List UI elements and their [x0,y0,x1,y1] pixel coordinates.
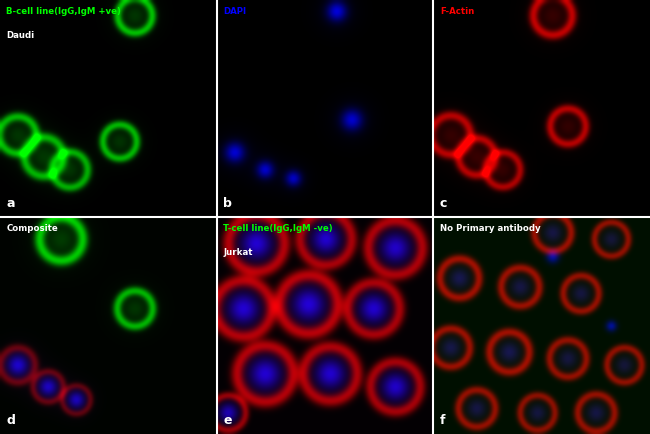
Text: d: d [6,414,16,427]
Text: F-Actin: F-Actin [440,7,474,16]
Text: f: f [440,414,445,427]
Text: b: b [223,197,232,210]
Text: c: c [440,197,447,210]
Text: e: e [223,414,231,427]
Text: a: a [6,197,15,210]
Text: No Primary antibody: No Primary antibody [440,224,540,233]
Text: T-cell line(IgG,IgM -ve): T-cell line(IgG,IgM -ve) [223,224,333,233]
Text: Composite: Composite [6,224,58,233]
Text: Daudi: Daudi [6,32,34,40]
Text: DAPI: DAPI [223,7,246,16]
Text: B-cell line(IgG,IgM +ve): B-cell line(IgG,IgM +ve) [6,7,122,16]
Text: Jurkat: Jurkat [223,248,253,257]
